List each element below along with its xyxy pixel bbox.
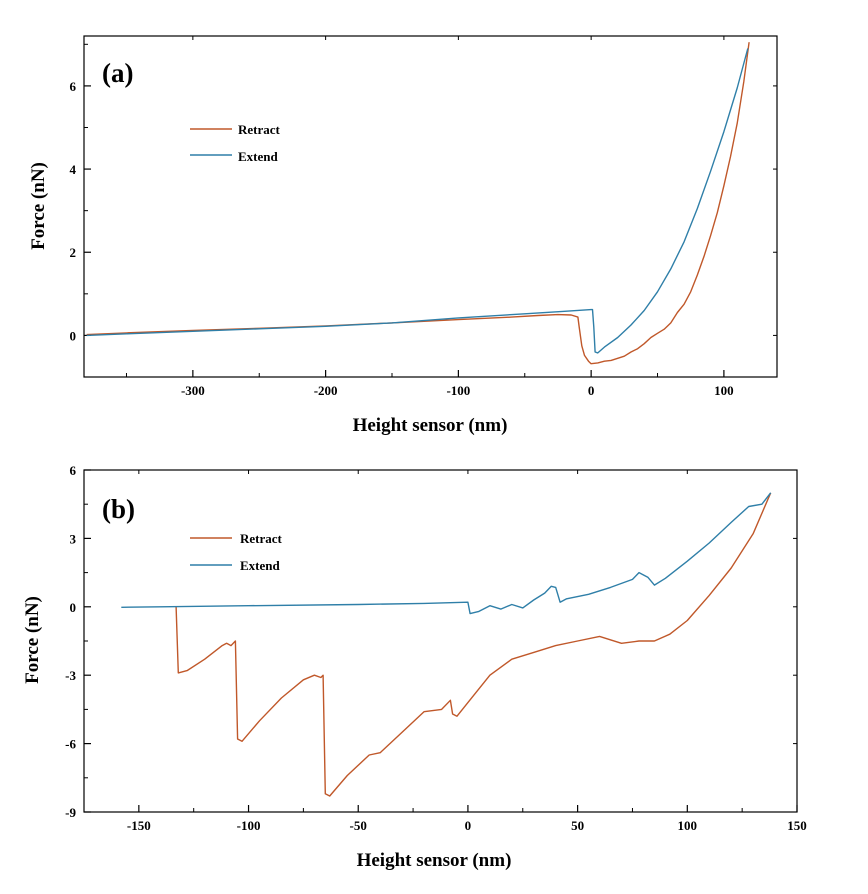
panel-b-ytick-label: 6 <box>70 463 77 478</box>
panel-a-ytick-label: 4 <box>70 162 77 177</box>
panel-b-ticks: -150 -100 -50 0 50 100 150 -9 -6 -3 0 3 6 <box>65 463 807 833</box>
panel-b-ylabel: Force (nN) <box>22 596 43 684</box>
panel-a-frame <box>83 35 778 378</box>
panel-a-xtick-label: -200 <box>314 383 338 398</box>
panel-a-series-extend <box>86 48 749 354</box>
panel-a-legend: Retract Extend <box>190 122 281 164</box>
panel-b-series-retract <box>175 492 772 797</box>
panel-b-xtick-label: 100 <box>678 818 698 833</box>
panel-b-label: (b) <box>102 494 135 524</box>
panel-b-frame <box>83 469 798 813</box>
panel-a-xtick-label: -100 <box>446 383 470 398</box>
panel-a-xtick-label: 0 <box>588 383 595 398</box>
panel-b: -150 -100 -50 0 50 100 150 -9 -6 -3 0 3 6 (b) Retrac… <box>22 463 807 871</box>
panel-a-ylabel: Force (nN) <box>28 162 49 250</box>
panel-a-ticks: -300 -200 -100 0 100 0 2 4 6 <box>70 36 777 398</box>
panel-a-label: (a) <box>102 58 133 88</box>
panel-a-ytick-label: 2 <box>70 245 77 260</box>
panel-b-legend: Retract Extend <box>190 531 283 573</box>
panel-b-legend-retract-label: Retract <box>240 531 283 546</box>
panel-a-xtick-label: 100 <box>714 383 734 398</box>
panel-a-legend-extend-label: Extend <box>238 149 279 164</box>
panel-b-xlabel: Height sensor (nm) <box>357 850 512 871</box>
panel-b-xtick-label: -50 <box>350 818 367 833</box>
panel-a-series-retract <box>86 42 750 365</box>
panel-a-ytick-label: 0 <box>70 328 77 343</box>
panel-a-xtick-label: -300 <box>181 383 205 398</box>
panel-a-xlabel: Height sensor (nm) <box>353 415 508 436</box>
panel-b-legend-extend-label: Extend <box>240 558 281 573</box>
panel-a-legend-retract-label: Retract <box>238 122 281 137</box>
panel-a-ytick-label: 6 <box>70 79 77 94</box>
panel-b-xtick-label: -150 <box>127 818 151 833</box>
panel-b-xtick-label: 150 <box>787 818 807 833</box>
panel-b-ytick-label: 3 <box>70 531 77 546</box>
panel-b-xtick-label: -100 <box>237 818 261 833</box>
panel-b-ytick-label: -3 <box>65 668 76 683</box>
panel-b-series-extend <box>121 492 772 615</box>
panel-b-ytick-label: -9 <box>65 805 76 820</box>
panel-b-ytick-label: -6 <box>65 737 76 752</box>
panel-b-xtick-label: 50 <box>571 818 584 833</box>
panel-b-series <box>121 492 772 797</box>
panel-a-series <box>86 42 750 365</box>
panel-b-ytick-label: 0 <box>70 600 77 615</box>
panel-b-xtick-label: 0 <box>465 818 472 833</box>
